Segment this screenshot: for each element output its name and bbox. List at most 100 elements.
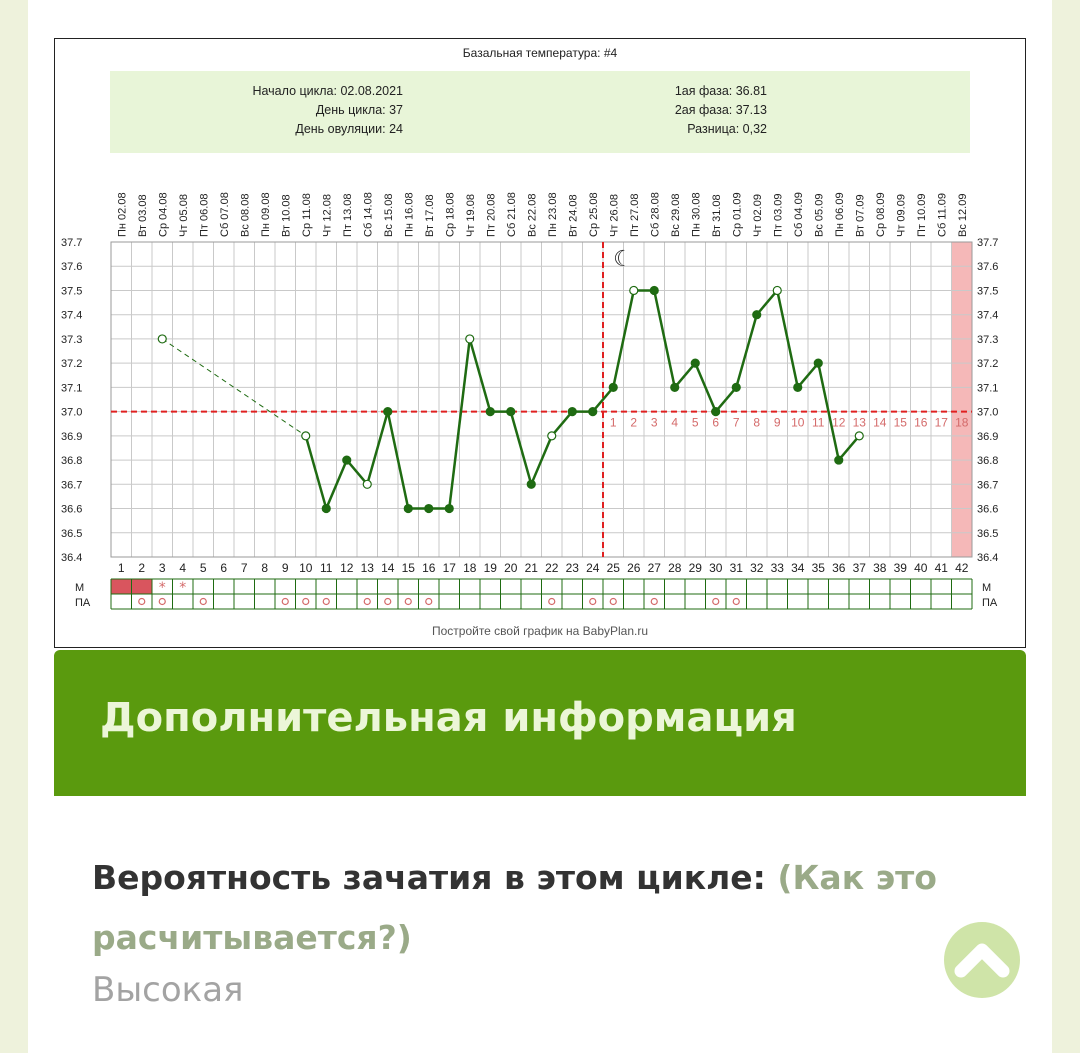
temperature-line	[817, 362, 840, 461]
temperature-line	[325, 459, 348, 510]
bbt-chart-svg: Базальная температура: #4 Начало цикла: 0…	[61, 46, 998, 638]
y-tick-right: 37.1	[977, 382, 998, 394]
y-tick-right: 36.4	[977, 552, 998, 564]
temperature-point	[485, 407, 495, 417]
info-right-line: 2ая фаза: 37.13	[675, 103, 767, 117]
phase-number: 10	[791, 416, 805, 430]
temperature-point	[772, 285, 782, 296]
date-label: Ср 08.09	[875, 192, 887, 237]
temperature-point	[547, 431, 557, 441]
row-label-pa: ПА	[75, 597, 91, 609]
y-tick-left: 37.5	[61, 285, 82, 297]
phase-number: 9	[774, 416, 781, 430]
temperature-point	[362, 479, 372, 489]
date-label: Пт 27.08	[629, 193, 641, 237]
date-label: Пн 09.08	[260, 192, 272, 237]
temperature-line	[694, 362, 717, 413]
day-number: 1	[118, 561, 125, 575]
pa-mark	[158, 597, 166, 606]
info-left-line: День овуляции: 24	[295, 122, 403, 136]
pa-mark	[404, 597, 412, 606]
phase-number: 18	[955, 416, 969, 430]
menstruation-cell	[131, 579, 152, 594]
pa-mark	[199, 597, 207, 606]
row-label-m-right: М	[982, 582, 991, 594]
y-tick-right: 37.4	[977, 310, 998, 322]
temperature-line	[735, 314, 758, 388]
date-label: Пт 20.08	[485, 193, 497, 237]
date-label: Сб 04.09	[793, 192, 805, 237]
temperature-point	[711, 407, 721, 417]
temperature-point	[690, 358, 700, 368]
y-tick-left: 36.8	[61, 455, 82, 467]
day-number: 20	[504, 561, 518, 575]
temperature-point	[813, 358, 823, 368]
date-label: Пт 10.09	[916, 193, 928, 237]
temperature-line	[530, 435, 553, 485]
y-tick-right: 36.6	[977, 504, 998, 516]
day-number: 27	[648, 561, 662, 575]
y-tick-right: 36.7	[977, 479, 998, 491]
date-label: Пт 13.08	[342, 193, 354, 237]
phase-number: 6	[712, 416, 719, 430]
y-tick-left: 37.3	[61, 334, 82, 346]
day-number: 24	[586, 561, 600, 575]
date-label: Сб 07.08	[219, 192, 231, 237]
info-left-line: День цикла: 37	[316, 103, 403, 117]
pa-mark	[302, 597, 310, 606]
temperature-point	[465, 334, 475, 344]
date-label: Чт 09.09	[895, 194, 907, 237]
date-label: Чт 12.08	[321, 194, 333, 237]
phase-number: 17	[935, 416, 949, 430]
temperature-point	[383, 407, 393, 417]
temperature-point	[321, 503, 331, 514]
phase-number: 4	[671, 416, 678, 430]
day-number: 39	[894, 561, 908, 575]
temperature-point	[731, 382, 741, 392]
date-label: Чт 19.08	[465, 194, 477, 237]
temperature-point	[526, 479, 536, 489]
probability-help-link[interactable]: (Как это расчитывается?)	[92, 858, 937, 957]
date-label: Вт 17.08	[424, 194, 436, 237]
day-number: 4	[179, 561, 186, 575]
day-number: 11	[320, 561, 333, 575]
y-tick-left: 37.7	[61, 237, 82, 249]
menstruation-cell	[111, 579, 132, 594]
temperature-line	[776, 290, 799, 388]
scroll-top-button[interactable]	[944, 922, 1020, 998]
day-number: 26	[627, 561, 641, 575]
date-label: Ср 18.08	[444, 192, 456, 237]
y-tick-left: 37.0	[61, 407, 82, 419]
phase-number: 2	[630, 416, 637, 430]
pa-mark	[322, 597, 330, 606]
temperature-line	[304, 435, 328, 509]
temperature-line	[509, 411, 533, 485]
day-number: 41	[935, 561, 949, 575]
bbt-chart: Базальная температура: #4 Начало цикла: 0…	[54, 38, 1026, 648]
day-number: 16	[422, 561, 436, 575]
date-label: Ср 04.08	[157, 192, 169, 237]
y-tick-left: 37.4	[61, 310, 82, 322]
date-label: Вс 15.08	[383, 194, 395, 237]
pa-mark	[281, 597, 289, 606]
phase-number: 11	[812, 416, 825, 430]
day-number: 40	[914, 561, 928, 575]
date-label: Вт 07.09	[854, 194, 866, 237]
temperature-point	[608, 382, 618, 392]
day-number: 23	[566, 561, 580, 575]
phase-number: 8	[753, 416, 760, 430]
day-number: 37	[853, 561, 867, 575]
temperature-line	[612, 290, 635, 388]
y-tick-left: 37.2	[61, 358, 82, 370]
pa-mark	[548, 597, 556, 606]
day-number: 32	[750, 561, 764, 575]
day-number: 5	[200, 561, 207, 575]
day-number: 34	[791, 561, 805, 575]
date-label: Ср 11.08	[301, 193, 313, 237]
day-number: 31	[730, 561, 744, 575]
phase-number: 3	[651, 416, 658, 430]
date-label: Чт 02.09	[752, 194, 764, 237]
temperature-line	[468, 338, 492, 412]
temperature-line	[837, 435, 861, 461]
temperature-line	[755, 289, 779, 316]
